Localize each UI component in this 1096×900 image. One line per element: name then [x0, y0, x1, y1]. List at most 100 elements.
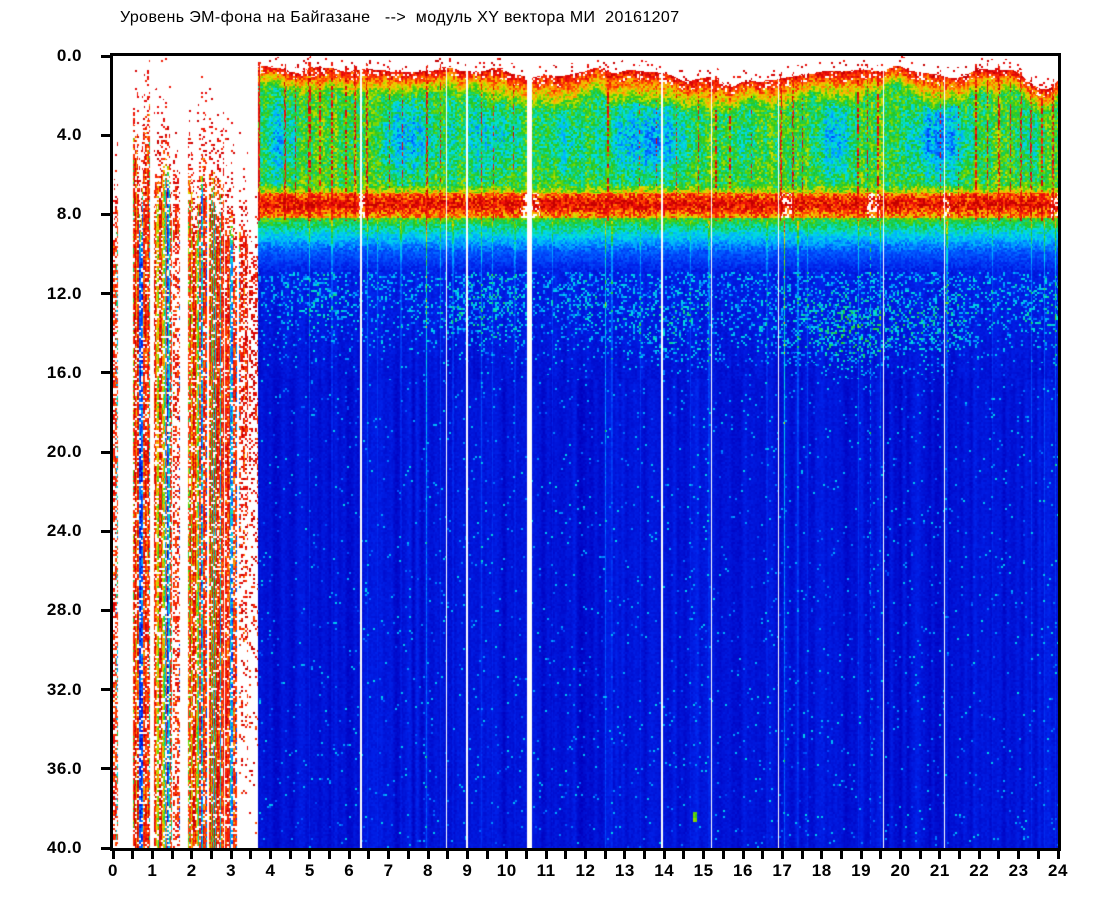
y-axis-label: 40.0: [46, 838, 82, 857]
x-axis-label: 14: [654, 861, 675, 880]
x-axis-tick: [209, 851, 213, 859]
x-axis-label: 4: [265, 861, 276, 880]
x-axis-tick: [249, 851, 253, 859]
y-axis-tick: [101, 608, 110, 612]
x-axis-label: 8: [423, 861, 433, 880]
x-axis-label: 23: [1008, 861, 1029, 880]
x-axis-tick: [721, 851, 725, 859]
x-axis-label: 5: [304, 861, 315, 880]
x-axis-tick: [505, 851, 509, 859]
plot-frame: [110, 53, 1061, 851]
y-axis-tick: [101, 767, 110, 771]
y-axis-tick: [101, 292, 110, 296]
y-axis-label: 8.0: [56, 204, 82, 224]
x-axis-tick: [544, 851, 548, 859]
x-axis-tick: [111, 851, 115, 859]
y-axis-label: 28.0: [46, 600, 82, 620]
x-axis-tick: [643, 851, 647, 859]
x-axis-tick: [347, 851, 351, 859]
y-axis-label: 16.0: [46, 362, 82, 382]
x-axis-label: 19: [851, 861, 872, 880]
x-axis-label: 3: [226, 861, 237, 880]
x-axis-tick: [446, 851, 450, 859]
x-axis-tick: [229, 851, 233, 859]
x-axis-tick: [820, 851, 824, 859]
x-axis-tick: [269, 851, 272, 859]
x-axis-tick: [702, 851, 706, 859]
x-axis-label: 2: [186, 861, 197, 880]
x-axis-tick: [406, 851, 410, 859]
x-axis-tick: [800, 851, 804, 859]
x-axis-tick: [662, 851, 666, 859]
x-axis-tick: [839, 851, 843, 859]
y-axis-label: 4.0: [56, 125, 82, 145]
x-axis-tick: [564, 851, 568, 859]
x-axis-tick: [426, 851, 430, 859]
x-axis-tick: [308, 851, 312, 859]
spectrogram-canvas: [113, 56, 1058, 848]
x-axis-label: 1: [147, 861, 158, 880]
y-axis-label: 32.0: [46, 679, 82, 699]
x-axis-tick: [859, 851, 863, 859]
y-axis-label: 0.0: [56, 46, 82, 65]
x-axis-tick: [367, 851, 371, 859]
x-axis-label: 18: [811, 861, 832, 880]
x-axis-tick: [603, 851, 607, 859]
x-axis-label: 6: [344, 861, 355, 880]
x-axis-tick: [150, 851, 154, 859]
y-axis-tick: [101, 371, 110, 375]
y-axis-label: 20.0: [46, 442, 82, 461]
x-axis-label: 17: [772, 861, 793, 880]
x-axis-tick: [190, 851, 194, 859]
y-axis-tick: [101, 450, 110, 454]
x-axis-label: 9: [462, 861, 473, 880]
x-axis-tick: [328, 851, 332, 859]
x-axis-tick: [170, 851, 174, 859]
y-axis-tick: [101, 212, 110, 216]
y-axis-label: 12.0: [46, 283, 82, 303]
y-axis-tick: [101, 133, 110, 137]
x-axis-tick: [465, 851, 469, 859]
x-axis-tick: [879, 851, 883, 859]
x-axis-label: 24: [1048, 861, 1068, 880]
x-axis-tick: [741, 851, 745, 859]
x-axis-tick: [288, 851, 292, 859]
x-axis-tick: [958, 851, 962, 859]
chart-title: Уровень ЭМ-фона на Байгазане --> модуль …: [120, 9, 680, 26]
x-axis-tick: [997, 851, 1001, 859]
x-axis-tick: [977, 851, 981, 859]
x-axis-tick: [761, 851, 765, 859]
x-axis-tick: [780, 851, 784, 859]
x-axis-tick: [1017, 851, 1021, 859]
x-axis-tick: [623, 851, 627, 859]
x-axis-label: 16: [733, 861, 753, 880]
x-axis-label: 0: [108, 861, 118, 880]
x-axis-tick: [938, 851, 942, 859]
x-axis-label: 22: [969, 861, 990, 880]
y-axis-tick: [101, 529, 110, 533]
y-axis-label: 36.0: [46, 758, 82, 778]
x-axis-label: 15: [693, 861, 714, 880]
x-axis-label: 20: [890, 861, 911, 880]
x-axis-tick: [1036, 851, 1040, 859]
x-axis-tick: [899, 851, 902, 859]
x-axis-label: 11: [536, 861, 556, 880]
x-axis-label: 12: [575, 861, 596, 880]
y-axis-tick: [101, 688, 110, 692]
x-axis-tick: [1056, 851, 1060, 859]
x-axis-label: 21: [929, 861, 950, 880]
x-axis-tick: [387, 851, 391, 859]
x-axis-tick: [682, 851, 686, 859]
x-axis-tick: [485, 851, 489, 859]
x-axis-tick: [524, 851, 528, 859]
y-axis-tick: [101, 846, 110, 850]
x-axis-label: 10: [496, 861, 517, 880]
x-axis-tick: [131, 851, 135, 859]
x-axis-label: 13: [614, 861, 635, 880]
x-axis-label: 7: [383, 861, 394, 880]
y-axis-label: 24.0: [46, 521, 82, 541]
x-axis-tick: [918, 851, 922, 859]
y-axis-tick: [101, 54, 110, 58]
x-axis-tick: [584, 851, 587, 859]
